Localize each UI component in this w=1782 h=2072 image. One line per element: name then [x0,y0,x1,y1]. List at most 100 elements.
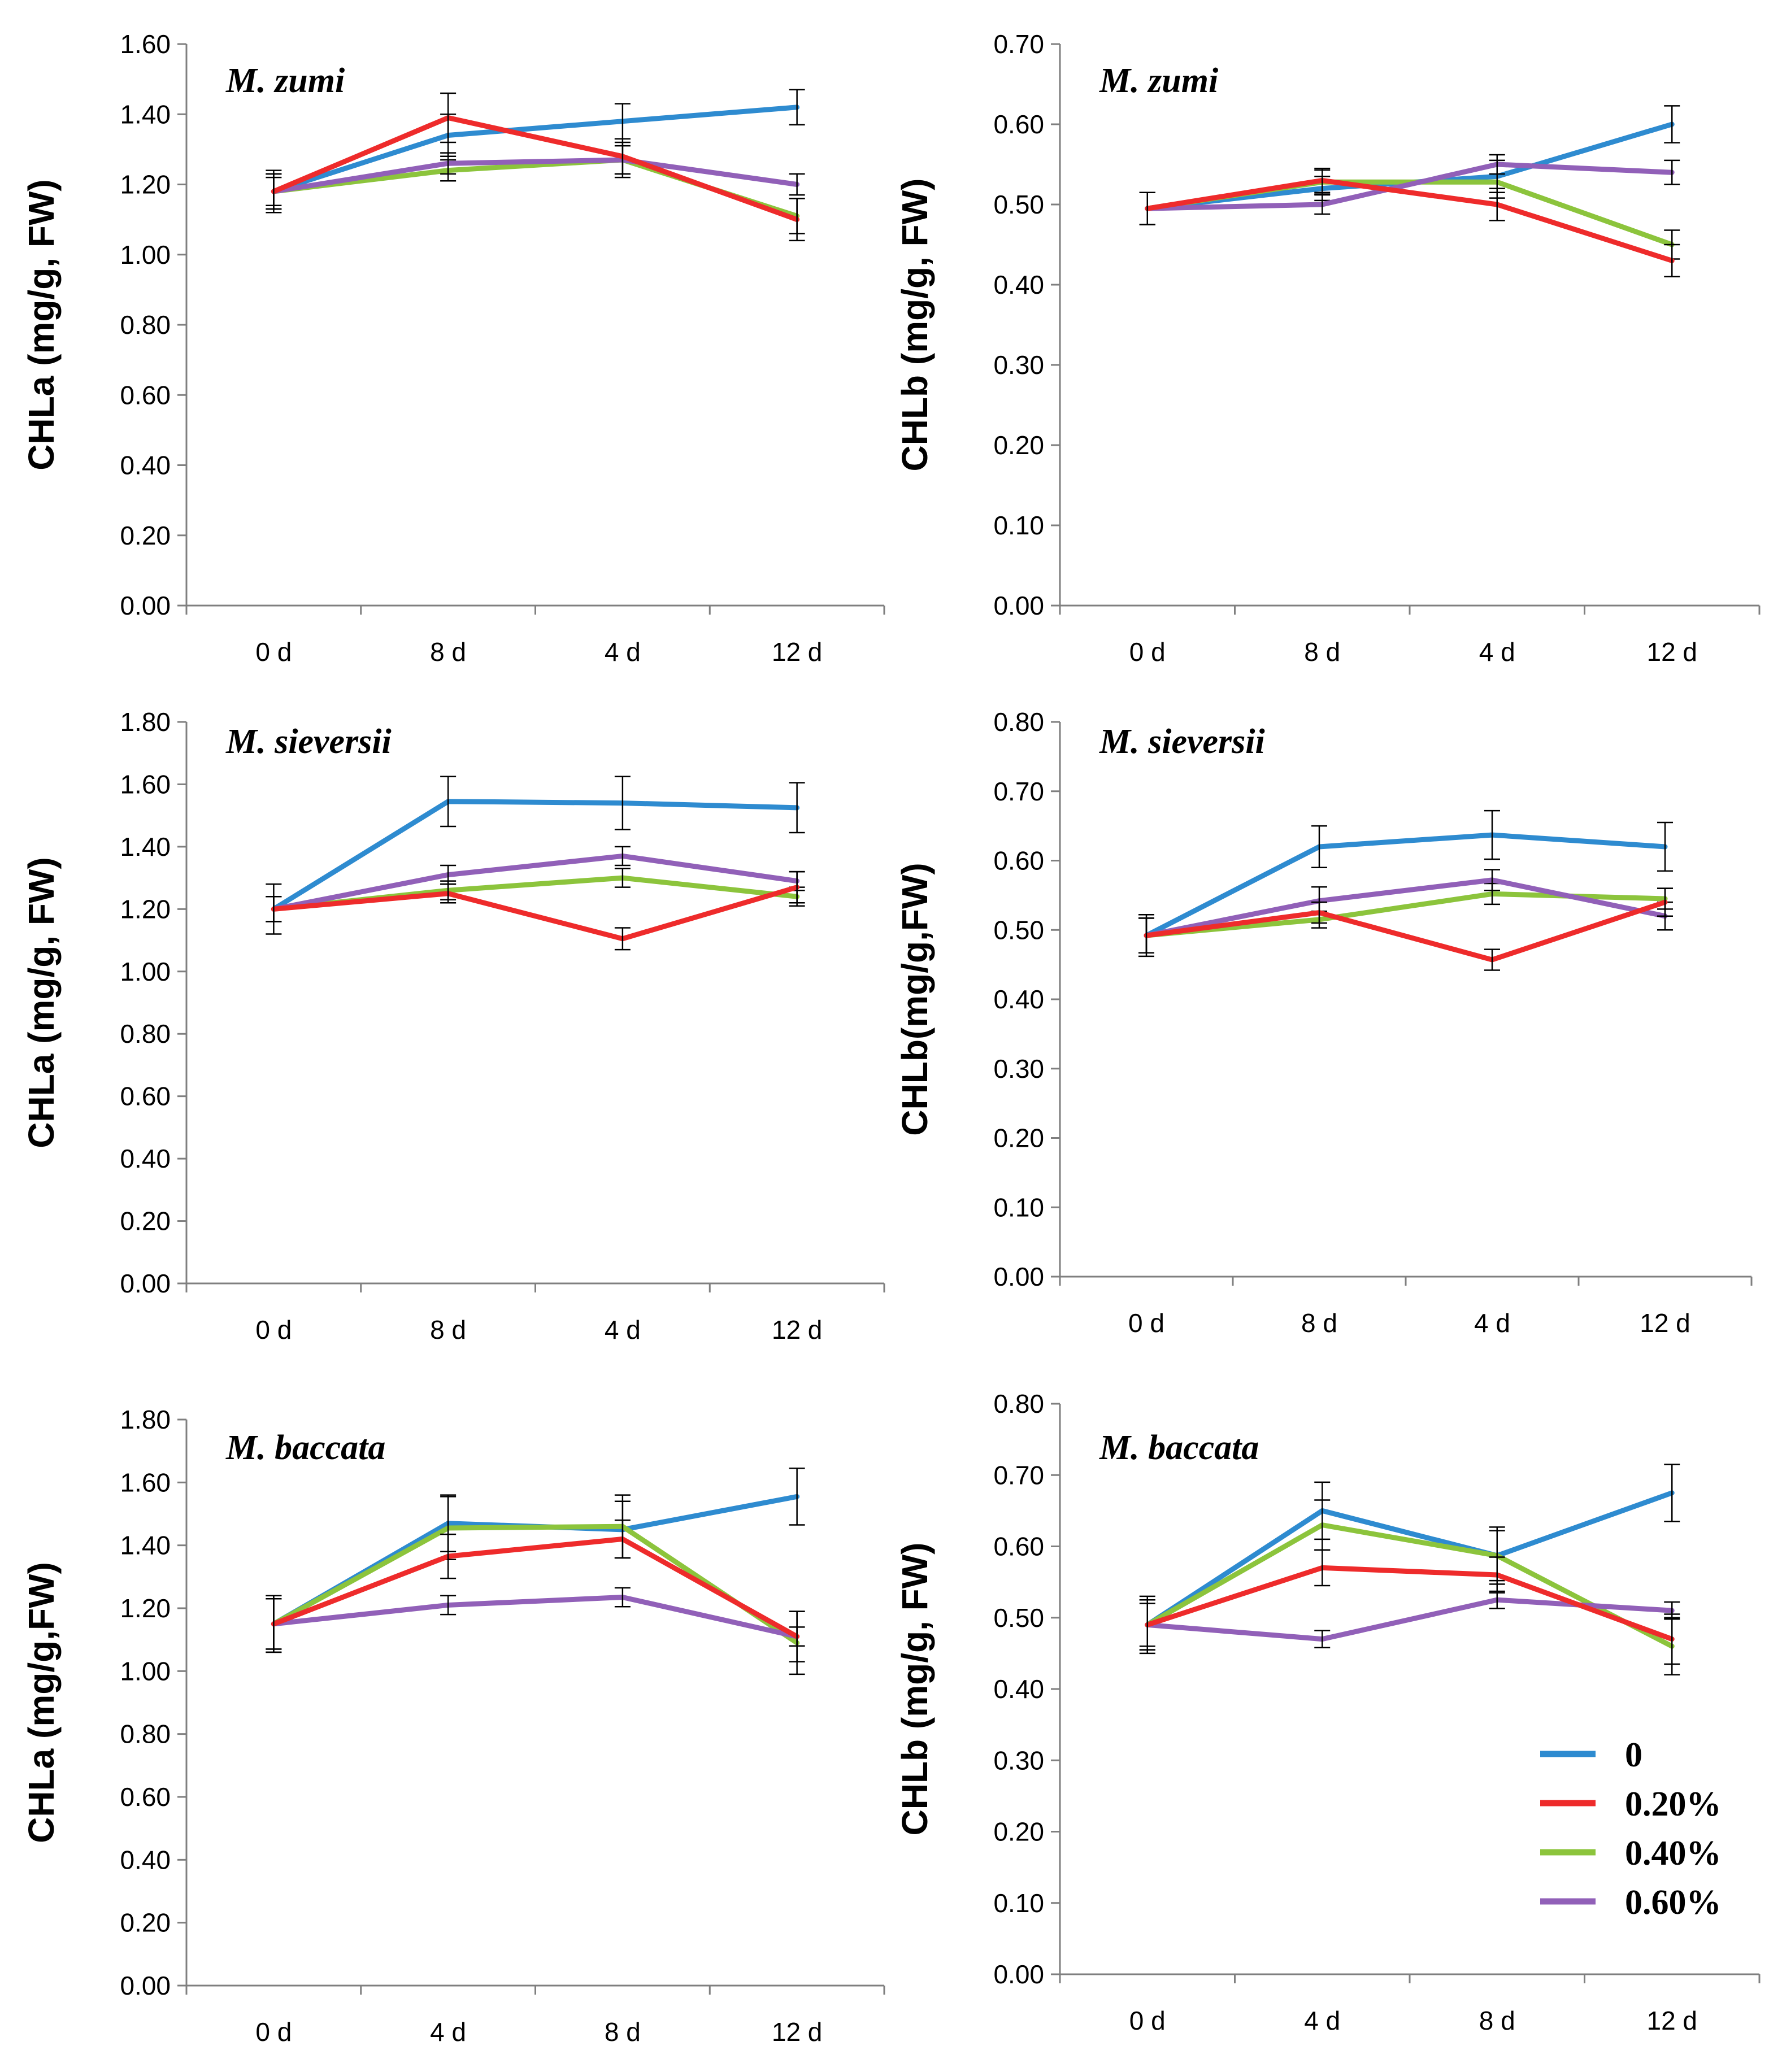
y-tick-label: 1.20 [120,170,171,199]
y-tick-label: 0.30 [993,350,1044,380]
series-0-40pct [266,1494,805,1675]
x-tick-label: 8 d [430,637,466,667]
x-tick-label: 8 d [1479,2006,1515,2035]
series-line [271,1494,800,1627]
series-0-60pct [266,145,805,207]
y-tick-label: 0.80 [120,310,171,339]
x-tick-label: 4 d [1479,637,1515,667]
y-tick-label: 0.40 [120,1144,171,1173]
series-0 [1139,1464,1680,1655]
error-bar [1664,1464,1680,1522]
error-bar [1664,243,1680,278]
legend-item: 0.60% [1540,1883,1722,1922]
y-tick-label: 0.20 [993,430,1044,460]
error-bar [789,1468,805,1526]
x-tick-label: 4 d [430,2017,466,2047]
error-bar [1314,167,1331,193]
y-tick-label: 0.40 [993,1674,1044,1704]
error-bar [1484,809,1500,860]
y-tick-label: 1.40 [120,832,171,861]
legend-label: 0 [1625,1736,1642,1774]
y-tick-label: 1.20 [120,1594,171,1623]
series-line [1145,1565,1675,1642]
series-line [271,1595,800,1639]
y-tick-label: 0.80 [993,1389,1044,1418]
y-axis-title: CHLa (mg/g, FW) [21,857,62,1148]
x-tick-label: 0 d [1129,637,1166,667]
error-bar [1139,191,1155,225]
y-tick-label: 1.40 [120,99,171,129]
y-tick-label: 0.70 [993,777,1044,806]
error-bar [440,883,457,904]
y-tick-label: 1.80 [120,707,171,737]
series-0-20pct [1138,887,1673,971]
error-bar [440,776,457,828]
series-0-20pct [266,92,805,242]
series-0-60pct [1139,154,1680,225]
series-line [271,115,800,223]
error-bar [1664,1613,1680,1665]
y-tick-label: 0.10 [993,1888,1044,1918]
error-bar [614,927,631,951]
y-tick-label: 0.00 [120,1971,171,2000]
error-bar [440,1533,457,1579]
series-0-20pct [266,870,805,951]
y-tick-label: 1.20 [120,894,171,924]
error-bar [1489,188,1505,221]
error-bar [1657,821,1673,872]
x-tick-label: 12 d [772,1315,823,1344]
y-tick-label: 0.20 [993,1124,1044,1153]
legend-item: 0 [1540,1736,1642,1774]
y-tick-label: 0.60 [993,110,1044,139]
x-tick-label: 8 d [1304,637,1340,667]
x-tick-label: 4 d [605,637,641,667]
x-tick-label: 12 d [1646,637,1697,667]
y-tick-label: 0.60 [120,380,171,410]
y-tick-label: 0.00 [120,1269,171,1298]
series-line [1145,1597,1675,1642]
x-tick-label: 0 d [1129,2006,1166,2035]
y-tick-label: 0.70 [993,29,1044,59]
x-tick-label: 0 d [1128,1308,1164,1338]
x-tick-label: 0 d [255,1315,292,1344]
series-0 [266,1468,805,1653]
y-tick-label: 1.00 [120,240,171,269]
series-line [271,1536,800,1639]
y-tick-label: 0.60 [120,1082,171,1111]
series-line [1145,1522,1675,1649]
error-bar [266,173,282,210]
y-tick-label: 1.80 [120,1405,171,1434]
y-tick-label: 0.80 [120,1720,171,1749]
error-bar [789,173,805,196]
error-bar [614,868,631,888]
y-tick-label: 1.60 [120,1468,171,1497]
x-tick-label: 0 d [255,2017,292,2047]
error-bar [1138,917,1154,954]
y-tick-label: 1.00 [120,1656,171,1686]
series-0-40pct [1138,882,1673,954]
error-bar [1484,869,1500,891]
error-bar [614,776,631,830]
y-tick-label: 0.40 [993,985,1044,1014]
x-tick-label: 12 d [772,2017,823,2047]
error-bar [614,138,631,175]
y-tick-label: 0.50 [993,190,1044,219]
error-bar [789,198,805,242]
series-line [271,105,800,194]
error-bar [266,895,282,922]
series-line [1144,877,1668,938]
series-0-40pct [266,141,805,234]
y-tick-label: 0.20 [993,1817,1044,1847]
error-bar [1314,1549,1331,1587]
series-line [271,853,800,912]
series-0-20pct [266,1519,805,1662]
y-tick-label: 0.60 [993,1532,1044,1561]
error-bar [440,1595,457,1616]
legend-label: 0.60% [1625,1883,1722,1922]
y-tick-label: 0.70 [993,1460,1044,1490]
y-tick-label: 0.40 [120,1845,171,1874]
panel-title: M. zumi [1099,62,1218,100]
legend: 0 0.20% 0.40% 0.60% [1540,1736,1722,1922]
panel-title: M. baccata [1099,1429,1259,1467]
